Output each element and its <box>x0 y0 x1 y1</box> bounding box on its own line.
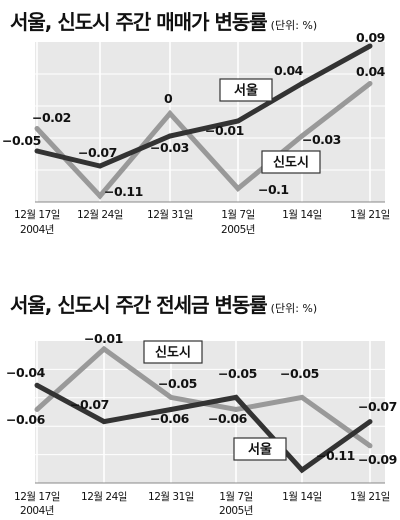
data-label-0-3: −0.05 <box>218 366 257 381</box>
x-tick-label-4: 1월 14일 <box>282 208 322 221</box>
data-point-0-5 <box>367 43 373 49</box>
data-point-1-2 <box>168 394 174 400</box>
series-tag-0: 서울 <box>234 83 258 99</box>
chart-panel-sale: 서울, 신도시 주간 매매가 변동률 (단위: %) −0.05 −0.07 −0.0… <box>0 0 400 250</box>
series-tag-box-1 <box>143 340 203 364</box>
series-tag-1: 신도시 <box>273 156 309 171</box>
data-label-0-2: −0.03 <box>150 140 189 155</box>
series-tag-box-1 <box>261 150 321 174</box>
data-label-1-1: −0.01 <box>84 331 123 346</box>
data-point-1-3 <box>235 186 241 191</box>
chart-panel-jeonse: 서울, 신도시 주간 전세금 변동률 (단위: %) −0.04 −0.07 −0.0… <box>0 283 400 520</box>
data-point-1-3 <box>233 407 239 412</box>
data-point-1-0 <box>34 407 40 412</box>
data-point-1-1 <box>101 346 107 352</box>
chart-title-text: 서울, 신도시 주간 전세금 변동률 <box>10 293 268 317</box>
series-line-0 <box>35 383 372 474</box>
chart-title: 서울, 신도시 주간 매매가 변동률 (단위: %) <box>10 6 317 35</box>
data-label-1-2: 0 <box>164 91 173 106</box>
data-label-1-4: −0.05 <box>280 366 319 381</box>
data-label-0-1: −0.07 <box>70 397 109 412</box>
x-tick-label-4: 1월 14일 <box>282 490 322 503</box>
series-tag-1: 신도시 <box>155 346 191 361</box>
series-tag-box-0 <box>233 437 287 461</box>
grid-lines <box>35 341 385 483</box>
data-point-0-4 <box>299 467 305 473</box>
data-point-1-4 <box>299 394 305 400</box>
chart-title: 서울, 신도시 주간 전세금 변동률 (단위: %) <box>10 289 317 318</box>
x-tick-label-1: 12월 24일 <box>81 490 127 503</box>
data-point-0-2 <box>168 407 174 412</box>
x-tick-label-3: 1월 7일 <box>221 208 255 221</box>
data-point-1-5 <box>367 443 373 449</box>
data-point-0-0 <box>34 148 40 154</box>
data-label-0-5: 0.09 <box>356 30 385 45</box>
data-label-0-1: −0.07 <box>78 145 117 160</box>
data-label-0-4: 0.04 <box>274 63 304 78</box>
x-tick-year-3: 2005년 <box>219 505 253 517</box>
data-point-1-5 <box>367 81 373 86</box>
x-tick-label-5: 1월 21일 <box>350 208 390 221</box>
series-line-1 <box>35 81 372 200</box>
data-label-0-5: −0.07 <box>358 399 397 414</box>
data-point-0-1 <box>97 163 103 169</box>
data-label-1-4: −0.03 <box>302 132 341 147</box>
data-label-1-0: −0.06 <box>6 412 46 427</box>
x-tick-label-1: 12월 24일 <box>77 208 123 221</box>
data-label-0-3: −0.01 <box>205 123 244 138</box>
data-label-1-0: −0.02 <box>32 110 71 125</box>
data-label-0-0: −0.04 <box>6 365 46 380</box>
data-label-0-4: −0.11 <box>316 448 355 463</box>
data-point-1-0 <box>34 126 40 131</box>
series-tag-box-0 <box>219 78 273 102</box>
x-tick-label-2: 12월 31일 <box>147 208 193 221</box>
data-point-0-0 <box>34 382 40 388</box>
data-point-0-5 <box>367 419 373 425</box>
chart-unit: (단위: %) <box>270 302 318 315</box>
data-point-0-3 <box>235 118 241 124</box>
data-point-0-2 <box>167 133 173 139</box>
data-label-0-2: −0.06 <box>150 411 190 426</box>
data-point-1-2 <box>167 111 173 116</box>
data-label-1-5: 0.04 <box>356 64 386 79</box>
x-tick-year-0: 2004년 <box>20 224 54 236</box>
data-label-1-3: −0.1 <box>258 182 289 197</box>
series-tag-0: 서울 <box>248 442 272 458</box>
x-tick-label-3: 1월 7일 <box>219 490 253 503</box>
data-point-0-3 <box>233 394 239 400</box>
data-point-1-4 <box>299 133 305 139</box>
x-tick-label-2: 12월 31일 <box>148 490 194 503</box>
series-line-0 <box>36 43 372 169</box>
x-tick-label-5: 1월 21일 <box>350 490 390 503</box>
data-label-1-5: −0.09 <box>358 452 397 467</box>
x-tick-year-0: 2004년 <box>20 505 54 517</box>
line-chart-sale: −0.05 −0.07 −0.03 −0.01 0.04 0.09 −0.02 −0.11 0 −… <box>2 30 390 236</box>
line-chart-jeonse: −0.04 −0.07 −0.06 −0.05 −0.11 −0.07 −0.06 −0.01… <box>6 331 397 517</box>
data-label-1-2: −0.05 <box>158 376 197 391</box>
data-label-0-0: −0.05 <box>2 133 41 148</box>
data-point-0-4 <box>299 81 305 86</box>
x-tick-label-0: 12월 17일 <box>14 490 60 503</box>
chart-title-text: 서울, 신도시 주간 매매가 변동률 <box>10 10 268 34</box>
data-point-0-1 <box>101 419 107 425</box>
data-label-1-3: −0.06 <box>208 411 248 426</box>
x-tick-year-3: 2005년 <box>221 224 255 236</box>
data-point-1-1 <box>97 193 103 199</box>
chart-unit: (단위: %) <box>270 19 318 32</box>
x-tick-label-0: 12월 17일 <box>14 208 60 221</box>
data-label-1-1: −0.11 <box>104 184 143 199</box>
